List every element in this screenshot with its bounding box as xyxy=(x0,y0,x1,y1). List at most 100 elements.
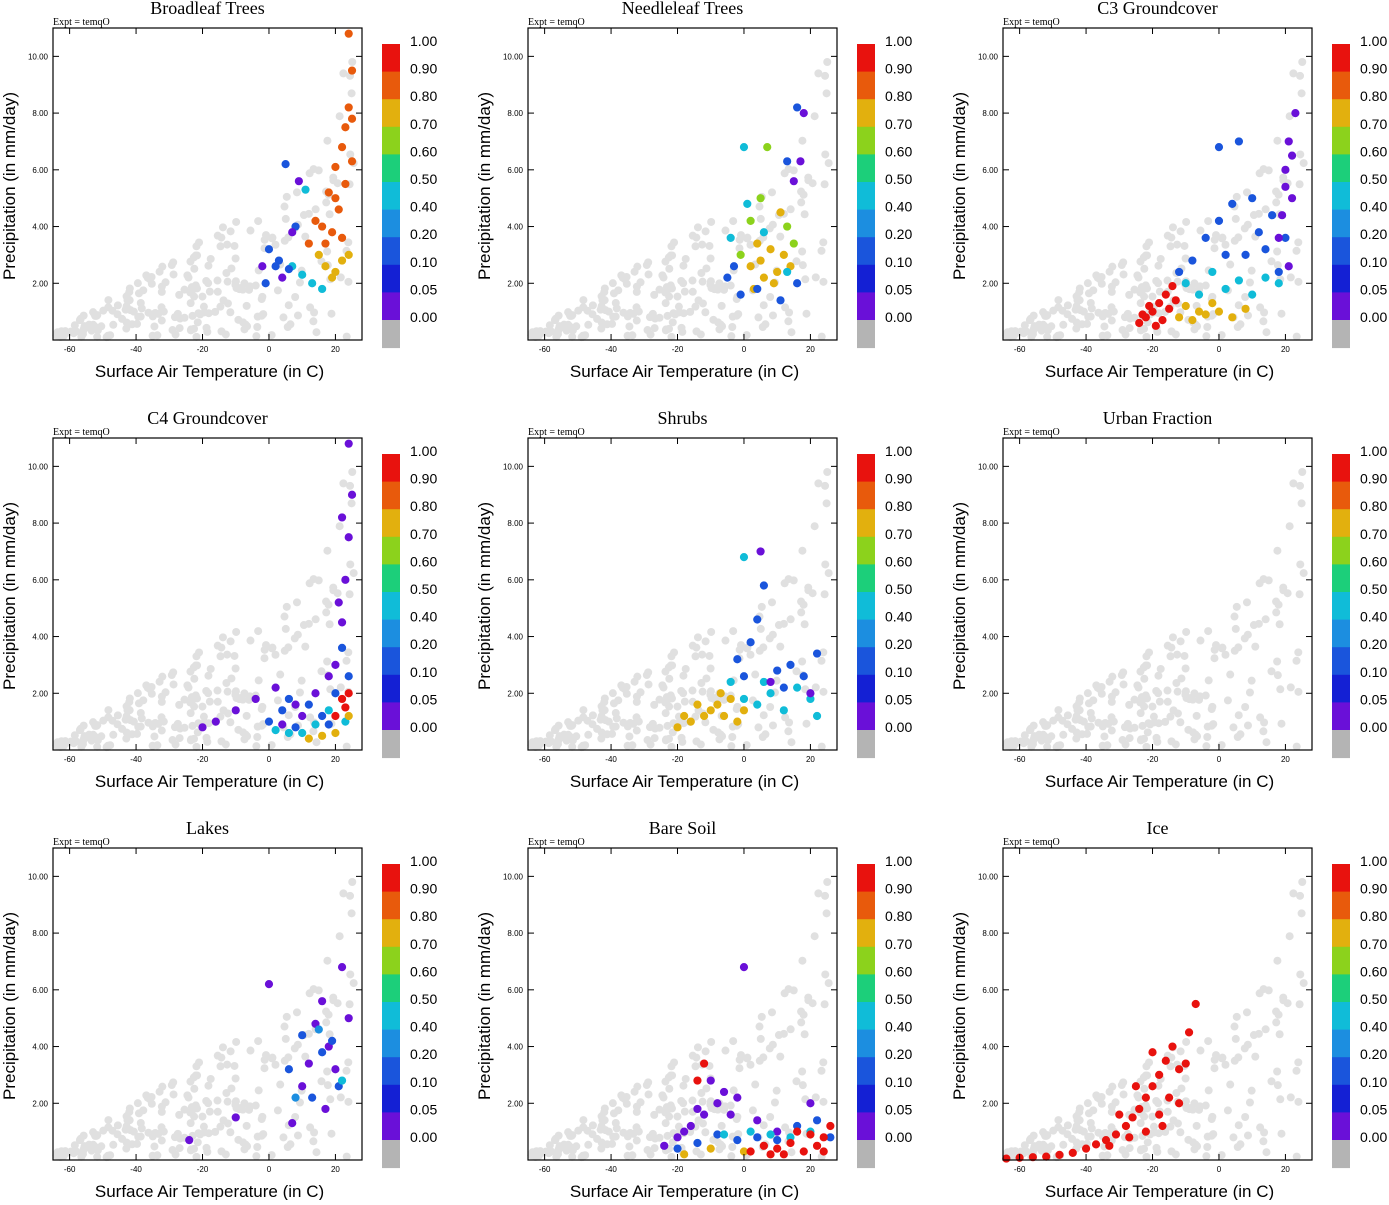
background-point xyxy=(821,71,830,80)
background-point xyxy=(1208,702,1217,711)
y-tick-label: 6.00 xyxy=(32,986,48,995)
data-point xyxy=(1274,279,1283,288)
background-point xyxy=(1027,330,1036,339)
colorbar-swatch xyxy=(1332,44,1350,73)
colorbar-label: 0.40 xyxy=(1360,609,1387,625)
data-point xyxy=(793,103,802,112)
background-point xyxy=(679,1099,688,1108)
background-points xyxy=(527,58,833,342)
background-point xyxy=(1079,1127,1088,1136)
background-point xyxy=(1232,192,1241,201)
background-point xyxy=(158,672,167,681)
data-point xyxy=(1291,108,1300,118)
background-point xyxy=(347,909,356,918)
colorbar-label: 0.90 xyxy=(1360,61,1387,77)
background-point xyxy=(810,112,819,121)
background-point xyxy=(1241,1113,1250,1122)
background-point xyxy=(600,1104,609,1113)
colorbar-label: 1.00 xyxy=(885,853,912,869)
background-point xyxy=(544,739,553,748)
background-point xyxy=(735,1064,744,1073)
data-point xyxy=(1158,316,1167,325)
data-point xyxy=(699,1110,709,1119)
background-point xyxy=(625,1142,634,1151)
background-point xyxy=(157,726,166,735)
background-point xyxy=(193,1138,202,1147)
background-point xyxy=(311,615,320,624)
data-point xyxy=(1105,1141,1114,1150)
background-point xyxy=(157,1123,166,1132)
colorbar-label: 1.00 xyxy=(885,443,912,459)
panel-title: C3 Groundcover xyxy=(1097,0,1217,18)
background-point xyxy=(282,1012,291,1021)
background-point xyxy=(579,713,588,722)
colorbar-swatch xyxy=(382,974,400,1003)
data-point xyxy=(337,963,347,972)
background-point xyxy=(688,1051,697,1060)
x-tick-label: 20 xyxy=(1281,345,1290,354)
background-point xyxy=(721,226,730,235)
background-point xyxy=(1245,688,1254,697)
background-point xyxy=(822,499,831,508)
colorbar: 1.000.900.800.700.600.500.400.200.100.05… xyxy=(857,853,912,1169)
background-point xyxy=(1229,723,1238,732)
background-point xyxy=(810,932,819,941)
colorbar-label: 0.20 xyxy=(1360,1046,1387,1062)
background-point xyxy=(121,305,130,314)
background-point xyxy=(187,325,196,334)
background-point xyxy=(674,302,683,311)
background-point xyxy=(1072,324,1081,333)
background-point xyxy=(227,674,236,683)
data-point xyxy=(1138,310,1147,319)
y-tick-label: 4.00 xyxy=(982,223,998,232)
background-point xyxy=(588,711,597,720)
background-point xyxy=(213,641,222,650)
background-point xyxy=(780,989,789,998)
x-tick-label: -40 xyxy=(605,1165,617,1174)
background-point xyxy=(291,293,300,302)
background-point xyxy=(1144,719,1153,728)
background-point xyxy=(284,301,293,310)
background-point xyxy=(698,277,707,286)
background-point xyxy=(735,235,744,244)
background-point xyxy=(246,1046,255,1055)
background-point xyxy=(1210,244,1219,253)
background-point xyxy=(578,333,587,342)
background-points xyxy=(1002,468,1308,752)
data-point xyxy=(733,717,742,726)
background-point xyxy=(216,1122,225,1131)
background-point xyxy=(1294,1097,1303,1106)
background-point xyxy=(776,642,785,651)
data-point xyxy=(1151,321,1160,330)
background-point xyxy=(199,302,208,311)
x-tick-label: 0 xyxy=(742,345,747,354)
background-point xyxy=(1251,1052,1260,1061)
data-point xyxy=(739,694,749,704)
x-tick-label: 0 xyxy=(1217,1165,1222,1174)
background-point xyxy=(216,1062,225,1071)
background-point xyxy=(268,644,277,653)
background-point xyxy=(765,634,774,643)
background-point xyxy=(743,644,752,653)
data-point xyxy=(713,1130,722,1139)
background-point xyxy=(153,331,162,340)
background-point xyxy=(273,1106,282,1115)
background-point xyxy=(1292,1066,1301,1075)
x-axis-label: Surface Air Temperature (in C) xyxy=(570,772,799,791)
data-point xyxy=(826,1121,835,1131)
data-point xyxy=(1274,267,1283,277)
background-point xyxy=(329,583,338,592)
background-point xyxy=(1221,650,1230,659)
background-point xyxy=(1173,240,1182,249)
background-point xyxy=(1182,627,1191,636)
background-point xyxy=(1166,712,1175,721)
background-point xyxy=(1148,292,1157,301)
data-point xyxy=(1201,310,1210,319)
background-point xyxy=(280,1056,289,1065)
data-point xyxy=(1221,284,1230,294)
background-point xyxy=(799,600,808,609)
data-point xyxy=(1194,290,1204,299)
background-point xyxy=(1295,590,1304,599)
data-point xyxy=(693,700,702,709)
colorbar-label: 0.00 xyxy=(1360,309,1387,325)
